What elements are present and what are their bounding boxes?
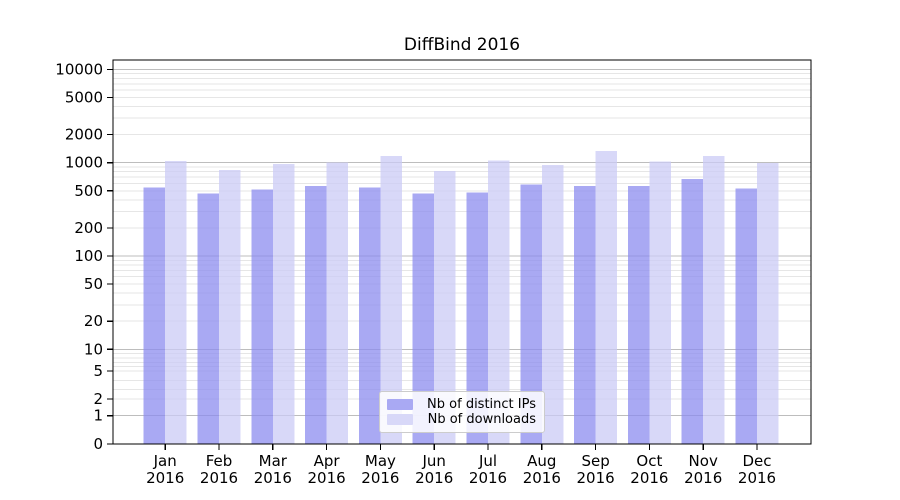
bar-downloads xyxy=(595,150,618,444)
bar-distinct-ips xyxy=(358,187,381,444)
x-tick-label-year: 2016 xyxy=(361,469,399,487)
legend-swatch-distinct-ips-icon xyxy=(387,398,413,410)
bar-downloads xyxy=(165,161,187,445)
chart-title: DiffBind 2016 xyxy=(403,35,521,55)
x-tick-label-year: 2016 xyxy=(308,469,346,487)
bar-distinct-ips xyxy=(251,189,273,444)
legend: Nb of distinct IPs Nb of downloads xyxy=(379,391,545,433)
x-tick-label-year: 2016 xyxy=(254,469,292,487)
y-tick-label: 1000 xyxy=(65,154,103,172)
x-tick-label-month: Apr xyxy=(314,452,341,470)
bar-distinct-ips xyxy=(520,184,542,444)
y-tick-label: 100 xyxy=(74,247,103,265)
x-tick-label-year: 2016 xyxy=(469,469,507,487)
bar-distinct-ips xyxy=(735,188,757,444)
x-tick-label-year: 2016 xyxy=(738,469,776,487)
plot-border xyxy=(112,59,812,445)
bar-downloads xyxy=(380,155,402,444)
bar-distinct-ips xyxy=(197,193,219,444)
bar-distinct-ips xyxy=(305,186,327,444)
x-tick-label-year: 2016 xyxy=(577,469,615,487)
bar-distinct-ips xyxy=(627,186,650,444)
x-tick-label-month: Feb xyxy=(206,452,233,470)
y-tick-label: 0 xyxy=(93,435,103,453)
legend-label-distinct-ips: Nb of distinct IPs xyxy=(427,396,536,412)
x-tick-label-year: 2016 xyxy=(146,469,184,487)
x-tick-label-month: Nov xyxy=(689,452,718,470)
bar-downloads xyxy=(541,164,564,444)
legend-item-distinct-ips: Nb of distinct IPs xyxy=(387,397,536,412)
x-tick-label-year: 2016 xyxy=(523,469,561,487)
y-tick-label: 50 xyxy=(84,275,103,293)
legend-item-downloads: Nb of downloads xyxy=(387,412,536,427)
y-tick-label: 5 xyxy=(93,362,103,380)
bar-downloads xyxy=(649,161,671,444)
bar-downloads xyxy=(488,160,510,445)
y-tick-label: 2000 xyxy=(65,126,103,144)
bar-downloads xyxy=(326,162,349,444)
y-tick-label: 10 xyxy=(84,340,103,358)
x-tick-label-month: Jul xyxy=(478,452,497,470)
x-tick-label-year: 2016 xyxy=(630,469,668,487)
x-tick-label-month: Aug xyxy=(527,452,556,470)
x-tick-label-year: 2016 xyxy=(200,469,238,487)
y-tick-label: 200 xyxy=(74,219,103,237)
y-tick-label: 20 xyxy=(84,312,103,330)
x-tick-label-month: Jan xyxy=(153,452,177,470)
bar-distinct-ips xyxy=(143,187,166,445)
x-tick-label-month: Mar xyxy=(259,452,288,470)
x-tick-label-month: Oct xyxy=(636,452,662,470)
x-tick-label-year: 2016 xyxy=(415,469,453,487)
bar-downloads xyxy=(703,155,725,444)
y-tick-label: 1 xyxy=(93,407,103,425)
x-tick-label-month: Sep xyxy=(581,452,609,470)
x-tick-label-month: May xyxy=(365,452,396,470)
bar-distinct-ips xyxy=(466,192,488,444)
bar-downloads xyxy=(434,171,456,444)
bar-distinct-ips xyxy=(412,193,435,444)
y-tick-label: 2 xyxy=(93,390,103,408)
y-tick-label: 500 xyxy=(74,182,103,200)
x-tick-label-year: 2016 xyxy=(684,469,722,487)
bar-downloads xyxy=(757,163,779,444)
bar-distinct-ips xyxy=(574,186,596,444)
legend-swatch-downloads-icon xyxy=(387,414,413,426)
bar-downloads xyxy=(219,170,241,444)
bar-downloads xyxy=(272,164,295,444)
bar-distinct-ips xyxy=(681,179,704,444)
legend-label-downloads: Nb of downloads xyxy=(427,412,536,428)
y-tick-label: 10000 xyxy=(55,60,103,78)
x-tick-label-month: Jun xyxy=(421,452,445,470)
y-tick-label: 5000 xyxy=(65,88,103,106)
x-tick-label-month: Dec xyxy=(742,452,771,470)
